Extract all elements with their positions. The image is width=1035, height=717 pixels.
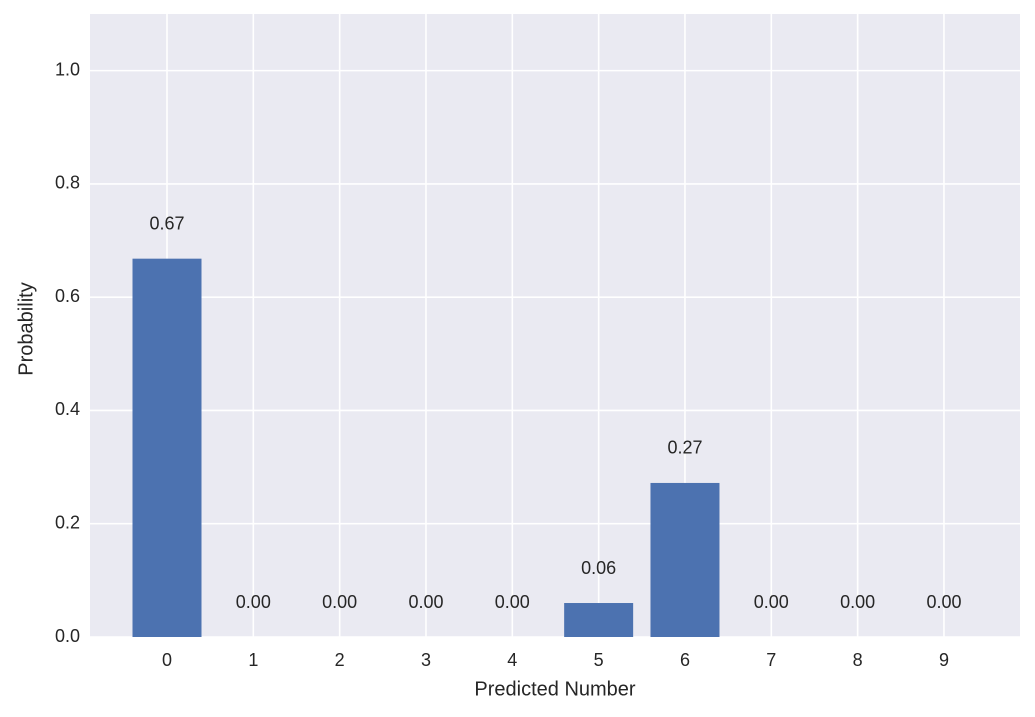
x-tick-label: 4 <box>507 650 517 670</box>
value-label: 0.06 <box>581 558 616 578</box>
value-label: 0.00 <box>926 592 961 612</box>
value-label: 0.00 <box>495 592 530 612</box>
bar <box>564 603 634 637</box>
value-label: 0.67 <box>149 213 184 233</box>
value-label: 0.00 <box>754 592 789 612</box>
bar <box>650 482 720 637</box>
x-axis-label: Predicted Number <box>474 678 636 700</box>
x-tick-label: 5 <box>594 650 604 670</box>
x-tick-label: 6 <box>680 650 690 670</box>
y-tick-label: 1.0 <box>55 59 80 79</box>
y-tick-label: 0.0 <box>55 626 80 646</box>
y-tick-label: 0.8 <box>55 173 80 193</box>
plot-area <box>90 14 1020 637</box>
y-tick-label: 0.2 <box>55 512 80 532</box>
y-axis-label: Probability <box>15 282 37 375</box>
value-label: 0.00 <box>840 592 875 612</box>
value-label: 0.00 <box>236 592 271 612</box>
x-tick-label: 0 <box>162 650 172 670</box>
y-tick-label: 0.4 <box>55 399 80 419</box>
x-tick-label: 9 <box>939 650 949 670</box>
value-label: 0.27 <box>667 438 702 458</box>
value-label: 0.00 <box>408 592 443 612</box>
value-label: 0.00 <box>322 592 357 612</box>
x-tick-label: 7 <box>766 650 776 670</box>
y-tick-label: 0.6 <box>55 286 80 306</box>
x-tick-label: 2 <box>335 650 345 670</box>
bar <box>132 258 202 637</box>
x-tick-label: 1 <box>248 650 258 670</box>
x-tick-label: 8 <box>853 650 863 670</box>
x-tick-label: 3 <box>421 650 431 670</box>
